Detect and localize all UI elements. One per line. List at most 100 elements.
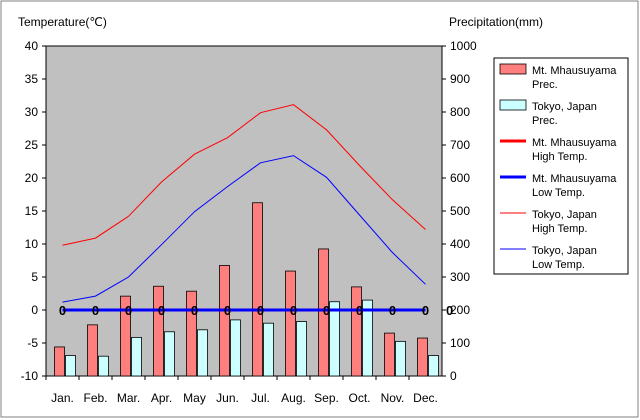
zero-markers: 0 0 0 0 0 0 0 0 0 0 0 0 0 — [59, 303, 453, 318]
x-axis-tick-label: Jul. — [251, 391, 270, 405]
right-axis: 0 100 200 300 400 500 600 700 800 900 1000 — [442, 39, 477, 383]
right-axis-tick-label: 800 — [450, 105, 470, 119]
bar-mt-mhausuyama-prec — [120, 295, 131, 377]
right-axis-tick-label: 1000 — [450, 39, 477, 53]
bar-mt-mhausuyama-prec — [54, 346, 65, 377]
bar-mt-mhausuyama-prec — [87, 324, 98, 377]
left-axis-tick-label: 0 — [31, 303, 38, 317]
bar-mt-mhausuyama-prec — [252, 202, 263, 377]
right-axis-tick-label: 300 — [450, 270, 470, 284]
zero-marker: 0 — [356, 303, 363, 318]
zero-marker: 0 — [224, 303, 231, 318]
x-axis-tick-label: Feb. — [83, 391, 107, 405]
x-axis-tick-label: Nov. — [381, 391, 405, 405]
legend: Mt. Mhausuyama Prec. Tokyo, Japan Prec. Mt. … — [493, 57, 629, 275]
left-axis-title: Temperature(℃) — [18, 15, 107, 29]
x-axis-tick-label: Jun. — [216, 391, 239, 405]
line-tokyo-low-temp — [62, 155, 426, 303]
zero-marker: 0 — [290, 303, 297, 318]
bar-mt-mhausuyama-prec — [285, 270, 296, 377]
bar-mt-mhausuyama-prec — [153, 285, 164, 377]
legend-label: High Temp. — [532, 223, 587, 235]
bar-tokyo-prec — [164, 331, 175, 377]
bar-mt-mhausuyama-prec — [219, 265, 230, 377]
legend-swatch-mt-mhausuyama-prec — [499, 63, 527, 75]
x-axis-tick-label: Dec. — [413, 391, 438, 405]
right-axis-tick-label: 0 — [450, 369, 457, 383]
zero-marker: 0 — [191, 303, 198, 318]
zero-marker: 0 — [257, 303, 264, 318]
bar-tokyo-prec — [296, 321, 307, 377]
legend-label: Mt. Mhausuyama — [532, 173, 617, 185]
bar-tokyo-prec — [197, 329, 208, 377]
x-axis-tick-label: Mar. — [117, 391, 140, 405]
legend-box — [493, 57, 629, 275]
bar-tokyo-prec — [98, 355, 109, 377]
plot-area — [45, 45, 443, 377]
right-axis-tick-label: 900 — [450, 72, 470, 86]
x-axis-tick-label: Apr. — [151, 391, 172, 405]
left-axis: -10 -5 0 5 10 15 20 25 30 35 40 — [21, 39, 46, 383]
left-axis-tick-label: 40 — [25, 39, 39, 53]
bar-tokyo-prec — [65, 355, 76, 377]
bar-mt-mhausuyama-prec — [318, 248, 329, 377]
left-axis-tick-label: 15 — [25, 204, 39, 218]
bar-tokyo-prec — [230, 319, 241, 377]
left-axis-tick-label: 20 — [25, 171, 39, 185]
right-axis-tick-label: 100 — [450, 336, 470, 350]
zero-marker: 0 — [125, 303, 132, 318]
right-axis-tick-label: 200 — [450, 303, 470, 317]
left-axis-tick-label: 30 — [25, 105, 39, 119]
bar-mt-mhausuyama-prec — [384, 332, 395, 377]
right-axis-title: Precipitation(mm) — [449, 15, 543, 29]
zero-marker: 0 — [446, 303, 453, 318]
legend-label: Prec. — [532, 115, 558, 127]
zero-marker: 0 — [59, 303, 66, 318]
legend-label: Tokyo, Japan — [532, 101, 597, 113]
left-axis-tick-label: 35 — [25, 72, 39, 86]
x-axis-tick-label: Aug. — [281, 391, 306, 405]
legend-label: High Temp. — [532, 151, 587, 163]
legend-label: Tokyo, Japan — [532, 209, 597, 221]
precipitation-bars — [54, 202, 439, 377]
x-axis-tick-label: Jan. — [51, 391, 74, 405]
right-axis-tick-label: 700 — [450, 138, 470, 152]
bar-mt-mhausuyama-prec — [186, 290, 197, 377]
right-axis-tick-label: 400 — [450, 237, 470, 251]
left-axis-tick-label: -5 — [27, 336, 38, 350]
bar-tokyo-prec — [395, 340, 406, 377]
legend-swatch-tokyo-prec — [499, 99, 527, 111]
zero-marker: 0 — [422, 303, 429, 318]
line-tokyo-high-temp — [62, 104, 426, 246]
bar-tokyo-prec — [428, 355, 439, 377]
x-axis: Jan. Feb. Mar. Apr. May Jun. Jul. Aug. Sep. Oct. N… — [45, 376, 438, 405]
legend-label: Tokyo, Japan — [532, 245, 597, 257]
bar-tokyo-prec — [329, 301, 340, 377]
bar-tokyo-prec — [362, 299, 373, 377]
zero-marker: 0 — [323, 303, 330, 318]
zero-marker: 0 — [158, 303, 165, 318]
left-axis-tick-label: -10 — [21, 369, 39, 383]
x-axis-tick-label: Oct. — [348, 391, 370, 405]
legend-label: Low Temp. — [532, 259, 585, 271]
legend-label: Mt. Mhausuyama — [532, 65, 617, 77]
legend-label: Mt. Mhausuyama — [532, 137, 617, 149]
legend-label: Low Temp. — [532, 187, 585, 199]
bar-mt-mhausuyama-prec — [417, 337, 428, 377]
left-axis-tick-label: 25 — [25, 138, 39, 152]
left-axis-tick-label: 10 — [25, 237, 39, 251]
right-axis-tick-label: 600 — [450, 171, 470, 185]
zero-marker: 0 — [92, 303, 99, 318]
bar-tokyo-prec — [263, 322, 274, 377]
x-axis-tick-label: Sep. — [314, 391, 339, 405]
left-axis-tick-label: 5 — [31, 270, 38, 284]
bar-mt-mhausuyama-prec — [351, 286, 362, 377]
legend-label: Prec. — [532, 79, 558, 91]
zero-marker: 0 — [389, 303, 396, 318]
bar-tokyo-prec — [131, 336, 142, 377]
temperature-lines — [62, 104, 426, 312]
x-axis-tick-label: May — [183, 391, 206, 405]
right-axis-tick-label: 500 — [450, 204, 470, 218]
